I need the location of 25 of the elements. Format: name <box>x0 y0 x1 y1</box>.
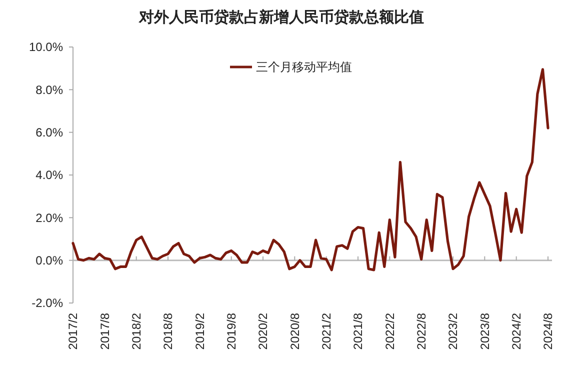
x-tick-label: 2023/2 <box>446 312 460 350</box>
x-tick-label: 2023/8 <box>478 312 492 350</box>
x-tick-label: 2018/8 <box>161 312 176 350</box>
y-tick-label: 0.0% <box>36 254 64 268</box>
y-tick-label: 4.0% <box>36 168 64 182</box>
x-tick-label: 2021/2 <box>320 312 334 350</box>
x-tick-label: 2017/8 <box>98 312 112 350</box>
x-tick-label: 2024/2 <box>510 312 524 350</box>
y-tick-label: -2.0% <box>32 296 64 310</box>
x-tick-label: 2017/2 <box>66 312 80 350</box>
y-tick-label: 6.0% <box>36 126 64 140</box>
x-tick-label: 2020/2 <box>256 312 270 350</box>
y-tick-label: 2.0% <box>36 210 64 225</box>
x-tick-label: 2018/2 <box>130 312 144 350</box>
x-tick-label: 2021/8 <box>351 312 366 350</box>
y-tick-label: 10.0% <box>28 40 64 54</box>
legend-label: 三个月移动平均值 <box>256 60 352 74</box>
x-tick-label: 2020/8 <box>288 312 302 350</box>
x-tick-label: 2022/8 <box>414 312 429 350</box>
x-tick-label: 2019/8 <box>224 312 239 350</box>
chart-title: 对外人民币贷款占新增人民币贷款总额比值 <box>138 8 424 26</box>
x-tick-label: 2019/2 <box>192 312 207 350</box>
y-tick-label: 8.0% <box>36 82 64 97</box>
x-tick-label: 2022/2 <box>382 312 397 350</box>
x-tick-label: 2024/8 <box>541 312 556 350</box>
